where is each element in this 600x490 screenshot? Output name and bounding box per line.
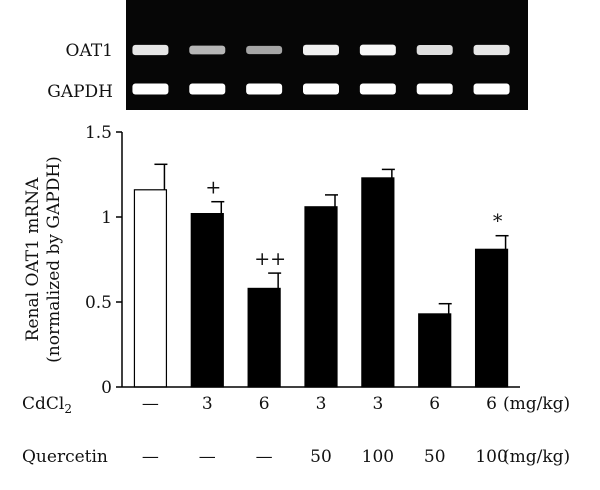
y-tick-label: 1 [101,208,112,228]
condition-value: 100 [475,447,507,467]
condition-value: 100 [362,447,394,467]
significance-mark: * [493,211,503,233]
blot-band [132,83,169,95]
blot-band [359,83,396,95]
y-axis-label: Renal OAT1 mRNA [23,177,43,341]
blot-band [303,83,339,95]
bars: +++* [133,163,509,388]
bar [304,206,338,388]
bar [133,189,168,388]
blot-band [246,83,283,95]
blot-band [416,83,453,95]
bar [474,248,509,388]
gel-blot-panel: OAT1 GAPDH [47,0,528,110]
significance-mark: + [205,177,221,199]
bar [247,287,281,388]
condition-unit: (mg/kg) [503,447,570,467]
significance-mark: ++ [254,248,286,270]
condition-value: 3 [372,394,383,414]
bar [190,213,224,388]
blot-band [473,83,510,95]
condition-value: — [142,447,159,467]
condition-name: Quercetin [22,447,108,467]
condition-value: 50 [310,447,332,467]
y-axis-ticks: 0 0.5 1 1.5 [85,123,122,398]
y-axis-label-subtitle: (normalized by GAPDH) [44,156,64,363]
condition-value: 3 [202,394,213,414]
condition-value: — [256,447,273,467]
blot-band [359,44,396,56]
condition-value: 6 [259,394,270,414]
treatment-conditions: CdCl2 — 3 6 3 3 6 6 (mg/kg) Quercetin — — — 50 100 50 10… [22,394,570,467]
condition-value: — [199,447,216,467]
blot-band [416,45,453,55]
y-tick-label: 0 [101,378,112,398]
condition-unit: (mg/kg) [503,394,570,414]
y-tick-label: 0.5 [85,293,112,313]
blot-band [132,44,169,56]
blot-label-gapdh: GAPDH [47,82,113,102]
blot-bands [132,44,510,95]
bar [361,177,395,388]
blot-band [189,45,226,55]
blot-band [189,83,226,95]
condition-value: 50 [424,447,446,467]
bar-chart: Renal OAT1 mRNA (normalized by GAPDH) 00… [23,123,520,398]
condition-value: 6 [486,394,497,414]
blot-band [303,44,339,56]
blot-band [473,44,510,56]
condition-value: 6 [429,394,440,414]
blot-band [246,45,283,55]
condition-value: — [142,394,159,414]
condition-value: 3 [316,394,327,414]
condition-name: CdCl2 [22,394,72,416]
bar [418,313,452,388]
blot-label-oat1: OAT1 [66,41,113,61]
y-tick-label: 1.5 [85,123,112,143]
